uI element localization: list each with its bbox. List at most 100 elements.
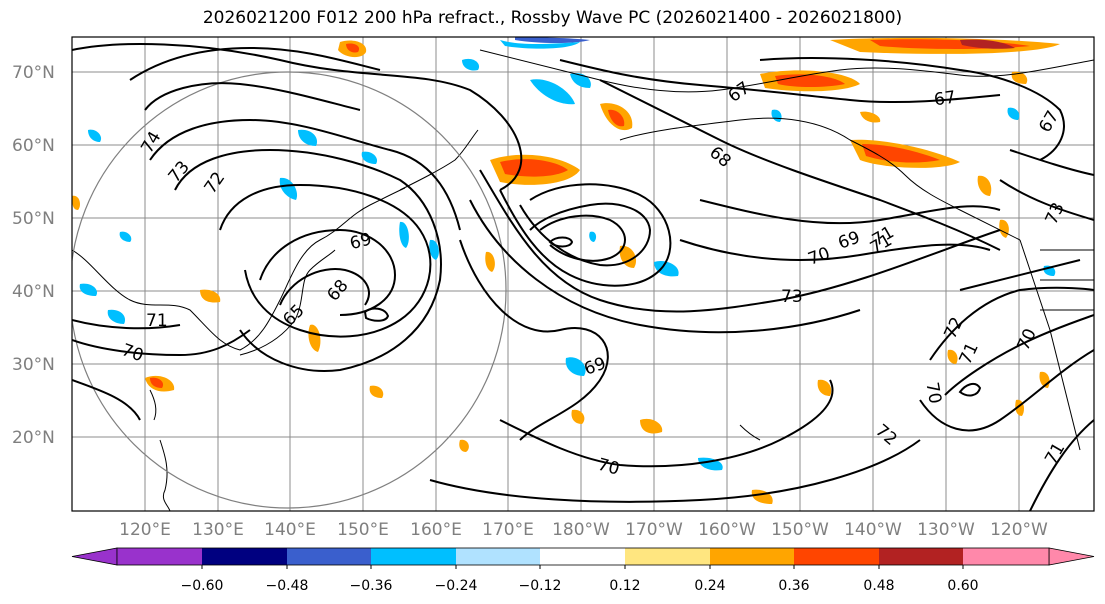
coastline-alaska xyxy=(619,117,1021,241)
contour-line xyxy=(1029,419,1094,511)
colorbar-tick-label: −0.24 xyxy=(435,578,478,594)
lon-label: 120°E xyxy=(119,520,171,540)
coastlines xyxy=(72,49,1094,511)
contours xyxy=(72,43,1094,511)
lat-label: 40°N xyxy=(12,282,55,302)
contour-line xyxy=(144,82,361,111)
coastline-asia xyxy=(72,187,406,351)
shade-cyan xyxy=(79,283,98,296)
colorbar-segment xyxy=(117,548,202,565)
colorbar-segment xyxy=(371,548,456,565)
contour-line xyxy=(72,379,141,421)
contour-line xyxy=(958,382,982,397)
colorbar-extend-high xyxy=(1048,547,1095,566)
contour-line xyxy=(999,179,1094,221)
lon-label: 170°E xyxy=(482,520,534,540)
chart-title: 2026021200 F012 200 hPa refract., Rossby… xyxy=(202,8,903,28)
shade-cyan xyxy=(530,79,575,105)
contour-line xyxy=(174,148,442,372)
shade-orange xyxy=(200,289,221,303)
longitude-labels: 120°E 130°E 140°E 150°E 160°E 170°E 180°W 170°W… xyxy=(119,520,1048,540)
shade-red xyxy=(150,377,164,388)
lon-label: 140°E xyxy=(264,520,316,540)
shade-cyan xyxy=(298,129,318,146)
shade-orange xyxy=(459,439,469,452)
colorbar-tick-label: −0.60 xyxy=(181,578,224,594)
shade-brown xyxy=(960,39,1015,49)
contour-line xyxy=(759,57,1065,161)
contour-label: 67 xyxy=(933,87,957,110)
colorbar-tick-label: 0.24 xyxy=(694,578,725,594)
shade-orange xyxy=(308,324,321,352)
stereographic-circle xyxy=(72,71,507,509)
contour-line xyxy=(919,349,1094,432)
lat-label: 50°N xyxy=(12,209,55,229)
colorbar-segment xyxy=(710,548,794,565)
shade-orange xyxy=(571,409,585,424)
shade-red xyxy=(500,159,568,177)
map-area xyxy=(72,37,1094,511)
contour-line xyxy=(929,286,1094,361)
colorbar-tick-label: 0.60 xyxy=(947,578,978,594)
colorbar-segment xyxy=(202,548,287,565)
shade-orange xyxy=(1011,71,1028,84)
contour-line xyxy=(559,59,1001,104)
shade-cyan xyxy=(500,40,580,49)
shade-red xyxy=(862,144,940,163)
shade-cyan xyxy=(399,221,409,248)
contour-line xyxy=(1009,149,1094,176)
colorbar-tick-label: 0.36 xyxy=(778,578,809,594)
lon-label: 120°W xyxy=(990,520,1048,540)
shade-cyan xyxy=(654,260,679,277)
shade-cyan xyxy=(107,309,126,324)
latitude-labels: 20°N 30°N 40°N 50°N 60°N 70°N xyxy=(12,63,55,448)
coastline-hawaii xyxy=(739,424,761,441)
colorbar-border xyxy=(116,547,1050,566)
contour-line xyxy=(959,259,1081,291)
colorbar-segment xyxy=(879,548,963,565)
contour-label: 70 xyxy=(921,381,944,406)
shade-orange xyxy=(640,418,663,434)
lat-label: 20°N xyxy=(12,428,55,448)
coastline-taiwan xyxy=(149,389,157,421)
colorbar-segment xyxy=(794,548,879,565)
shaded-field xyxy=(72,37,1060,504)
shade-cyan xyxy=(429,239,439,260)
lon-label: 150°W xyxy=(771,520,829,540)
contour-line xyxy=(548,236,574,248)
contour-line xyxy=(279,268,370,306)
colorbar-tick-label: −0.48 xyxy=(266,578,309,594)
lon-label: 160°W xyxy=(698,520,756,540)
lon-label: 130°E xyxy=(192,520,244,540)
contour-line xyxy=(149,118,461,231)
contour-line xyxy=(259,228,397,316)
lon-label: 170°W xyxy=(625,520,683,540)
contour-line xyxy=(72,43,523,191)
shade-orange xyxy=(947,349,958,364)
contour-line xyxy=(363,307,390,322)
colorbar-segment xyxy=(540,548,625,565)
contour-line xyxy=(429,439,921,503)
lon-label: 160°E xyxy=(410,520,462,540)
shade-cyan xyxy=(88,129,102,142)
shade-cyan xyxy=(279,177,298,200)
coastline-kamchatka xyxy=(399,129,479,191)
coastline-philippines xyxy=(159,439,171,511)
lat-label: 70°N xyxy=(12,63,55,83)
contour-line xyxy=(72,319,181,330)
state-borders xyxy=(1040,249,1094,311)
contour-line xyxy=(72,329,251,357)
contour-line xyxy=(679,239,991,261)
shade-orange xyxy=(860,111,881,123)
colorbar-extend-low xyxy=(71,547,118,566)
contour-line xyxy=(539,214,626,262)
contour-line xyxy=(479,169,1001,313)
shade-cyan xyxy=(1007,107,1020,120)
contour-line xyxy=(129,46,381,81)
lat-label: 30°N xyxy=(12,355,55,375)
contour-line xyxy=(499,183,672,287)
shade-orange xyxy=(977,175,992,196)
lon-label: 150°E xyxy=(337,520,389,540)
shade-blue xyxy=(515,37,590,43)
